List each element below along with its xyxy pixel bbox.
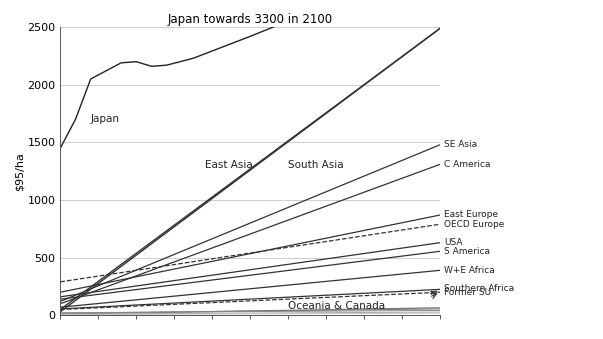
Text: Oceania & Canada: Oceania & Canada [288, 301, 385, 311]
Text: South Asia: South Asia [288, 160, 344, 171]
Text: W+E Africa: W+E Africa [444, 266, 494, 275]
Title: Japan towards 3300 in 2100: Japan towards 3300 in 2100 [168, 13, 333, 26]
Text: East Asia: East Asia [204, 160, 253, 171]
Text: S America: S America [444, 247, 490, 256]
Y-axis label: $95/ha: $95/ha [14, 152, 25, 191]
Text: C America: C America [444, 160, 490, 169]
Text: Southern Africa: Southern Africa [444, 284, 514, 293]
Text: USA: USA [444, 238, 463, 247]
Text: Former SU: Former SU [444, 288, 491, 297]
Text: East Europe: East Europe [444, 211, 498, 219]
Text: OECD Europe: OECD Europe [444, 220, 504, 229]
Text: SE Asia: SE Asia [444, 140, 477, 149]
Text: Japan: Japan [90, 114, 119, 124]
